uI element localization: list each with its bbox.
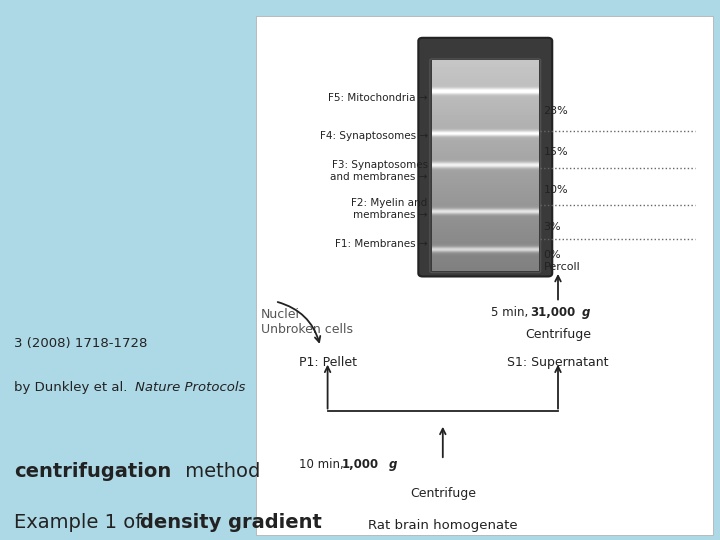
Text: by Dunkley et al.: by Dunkley et al. (14, 381, 132, 394)
Text: Percoll: Percoll (544, 262, 580, 272)
Text: 5 min,: 5 min, (491, 306, 532, 319)
Text: g: g (582, 306, 590, 319)
Text: 0%: 0% (544, 250, 561, 260)
Text: 10 min,: 10 min, (299, 458, 347, 471)
Text: F2: Myelin and
membranes →: F2: Myelin and membranes → (351, 198, 428, 220)
FancyBboxPatch shape (256, 16, 713, 535)
Text: 10%: 10% (544, 185, 568, 195)
Text: S1: Supernatant: S1: Supernatant (508, 356, 608, 369)
FancyBboxPatch shape (418, 38, 552, 276)
Text: Centrifuge: Centrifuge (525, 328, 591, 341)
Text: 23%: 23% (544, 106, 568, 116)
Text: density gradient: density gradient (140, 513, 323, 532)
Text: 1,000: 1,000 (342, 458, 379, 471)
Text: F1: Membranes →: F1: Membranes → (335, 239, 428, 249)
Text: centrifugation: centrifugation (14, 462, 171, 481)
Text: Rat brain homogenate: Rat brain homogenate (368, 519, 518, 532)
Text: g: g (389, 458, 397, 471)
Text: 3%: 3% (544, 222, 561, 232)
Text: Centrifuge: Centrifuge (410, 487, 476, 500)
Text: 15%: 15% (544, 147, 568, 157)
Text: Example 1 of: Example 1 of (14, 513, 149, 532)
Text: 31,000: 31,000 (530, 306, 575, 319)
Text: P1: Pellet: P1: Pellet (299, 356, 356, 369)
Text: 3 (2008) 1718-1728: 3 (2008) 1718-1728 (14, 338, 148, 350)
Text: F5: Mitochondria →: F5: Mitochondria → (328, 93, 428, 103)
Text: F3: Synaptosomes
and membranes →: F3: Synaptosomes and membranes → (330, 160, 428, 182)
Text: method: method (179, 462, 260, 481)
Text: F4: Synaptosomes →: F4: Synaptosomes → (320, 131, 428, 141)
Text: Nature Protocols: Nature Protocols (135, 381, 246, 394)
Text: Nuclei
Unbroken cells: Nuclei Unbroken cells (261, 308, 353, 336)
